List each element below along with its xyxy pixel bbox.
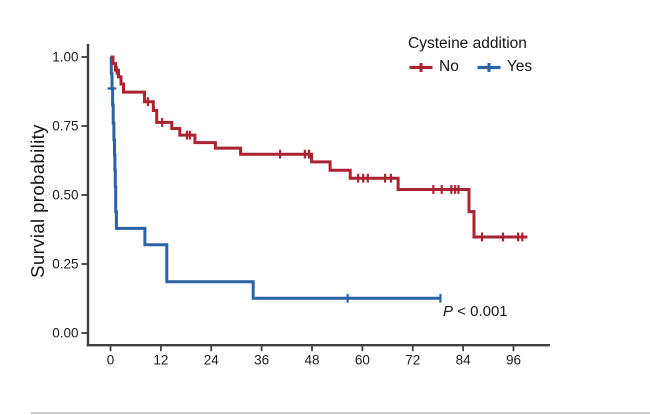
p-value-symbol: P: [443, 303, 454, 320]
x-tick-label: 36: [254, 353, 269, 368]
survival-curve-no: [110, 55, 528, 239]
x-axis-ticks: 0 12 24 36 48 60 72 84 96: [107, 345, 521, 368]
legend: Cysteine addition No Yes: [408, 35, 532, 76]
x-tick-label: 12: [153, 353, 168, 368]
legend-item-label: No: [439, 58, 459, 75]
censor-marks-yes: [107, 87, 442, 303]
x-tick-label: 60: [355, 353, 370, 368]
legend-key-line-icon: [409, 62, 433, 72]
screenshot-bottom-border: [31, 412, 650, 414]
y-tick-label: 0.25: [52, 257, 78, 272]
y-tick-label: 1.00: [52, 50, 78, 65]
y-tick-label: 0.50: [52, 188, 78, 203]
x-tick-label: 24: [204, 353, 220, 368]
y-tick-label: 0.00: [52, 326, 78, 341]
legend-item-yes: Yes: [476, 58, 532, 76]
p-value-text: < 0.001: [453, 303, 508, 320]
legend-item-no: No: [408, 58, 459, 76]
legend-title: Cysteine addition: [408, 35, 527, 52]
x-tick-label: 48: [304, 353, 319, 368]
x-tick-label: 84: [456, 353, 472, 368]
x-tick-label: 72: [405, 353, 420, 368]
y-axis-ticks: 0.00 0.25 0.50 0.75 1.00: [52, 50, 88, 341]
legend-key-line-icon: [477, 62, 501, 72]
p-value-annotation: P < 0.001: [443, 303, 508, 320]
y-axis-title: Survial probability: [27, 124, 48, 278]
legend-item-label: Yes: [506, 58, 533, 75]
legend-items: No Yes: [408, 58, 532, 76]
x-tick-label: 0: [107, 353, 115, 368]
censor-marks-no: [115, 65, 524, 242]
x-tick-label: 96: [506, 353, 521, 368]
y-tick-label: 0.75: [52, 119, 78, 134]
